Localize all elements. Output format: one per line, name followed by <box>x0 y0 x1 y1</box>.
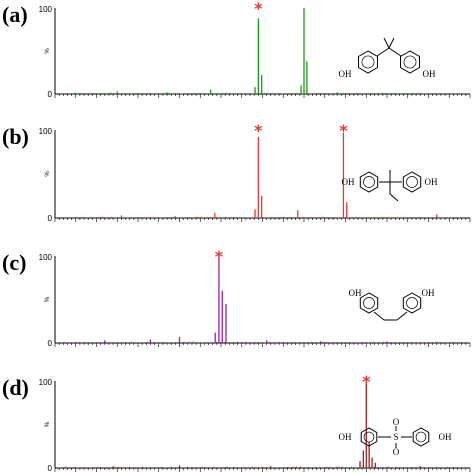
y-axis-percent-label: % <box>45 296 51 302</box>
y-tick-label-0: 0 <box>48 90 53 99</box>
benzene-ring <box>359 171 379 193</box>
molecule-label: O <box>393 447 400 457</box>
y-axis-percent-label: % <box>45 171 51 177</box>
spectrum-panel: (c) 100% 0 * OH OH <box>2 247 471 348</box>
star-marker: * <box>215 247 224 266</box>
molecule-label: OH <box>349 288 362 298</box>
panel-label: (b) <box>2 124 29 149</box>
molecule-label: OH <box>425 177 438 187</box>
molecule-label: OH <box>422 288 435 298</box>
molecule-structure: OH OH <box>339 37 436 79</box>
y-tick-label-0: 0 <box>48 339 53 348</box>
bond <box>373 311 385 321</box>
benzene-ring <box>400 50 420 74</box>
bond <box>389 193 399 202</box>
aromatic-circle <box>363 176 375 188</box>
benzene-ring <box>358 50 378 74</box>
bond <box>388 37 395 49</box>
bond <box>396 311 408 321</box>
aromatic-circle <box>415 431 427 443</box>
aromatic-circle <box>406 297 418 309</box>
panel-label: (d) <box>2 375 29 400</box>
molecule-label: OH <box>423 69 436 79</box>
molecule-label: OH <box>339 69 352 79</box>
spectrum-panel: (d) 100% 0 * OH SO O OH <box>2 372 471 473</box>
molecule-structure: OH OH <box>349 288 435 321</box>
spectrum-panel: (b) 100% 0 * * OH OH <box>2 121 471 223</box>
aromatic-circle <box>363 431 375 443</box>
benzene-ring <box>402 292 422 314</box>
y-tick-label-100: 100 <box>39 253 53 262</box>
y-axis-percent-label: % <box>45 48 51 54</box>
molecule-label: OH <box>339 432 352 442</box>
molecule-label: S <box>393 432 398 442</box>
bond <box>376 47 390 57</box>
y-tick-label-100: 100 <box>39 127 53 136</box>
star-marker: * <box>339 121 348 140</box>
molecule-label: OH <box>439 432 452 442</box>
benzene-ring <box>412 427 430 447</box>
aromatic-circle <box>406 176 418 188</box>
molecule-label: O <box>393 417 400 427</box>
bond <box>383 37 390 49</box>
y-axis-percent-label: % <box>45 421 51 427</box>
aromatic-circle <box>403 55 417 69</box>
panel-label: (a) <box>2 2 28 27</box>
bond <box>388 47 402 57</box>
y-tick-label-100: 100 <box>39 378 53 387</box>
star-marker: * <box>362 372 371 391</box>
molecule-label: OH <box>342 177 355 187</box>
benzene-ring <box>402 171 422 193</box>
star-marker: * <box>254 0 263 18</box>
aromatic-circle <box>361 55 375 69</box>
molecule-structure: OH SO O OH <box>339 417 452 457</box>
y-tick-label-0: 0 <box>48 214 53 223</box>
benzene-ring <box>360 427 378 447</box>
aromatic-circle <box>363 297 375 309</box>
star-marker: * <box>254 121 263 140</box>
y-tick-label-0: 0 <box>48 464 53 473</box>
y-tick-label-100: 100 <box>39 5 53 14</box>
benzene-ring <box>359 292 379 314</box>
spectrum-panel: (a) 100% 0 * OH OH <box>2 0 471 99</box>
molecule-structure: OH OH <box>342 170 438 202</box>
panel-label: (c) <box>2 250 26 275</box>
